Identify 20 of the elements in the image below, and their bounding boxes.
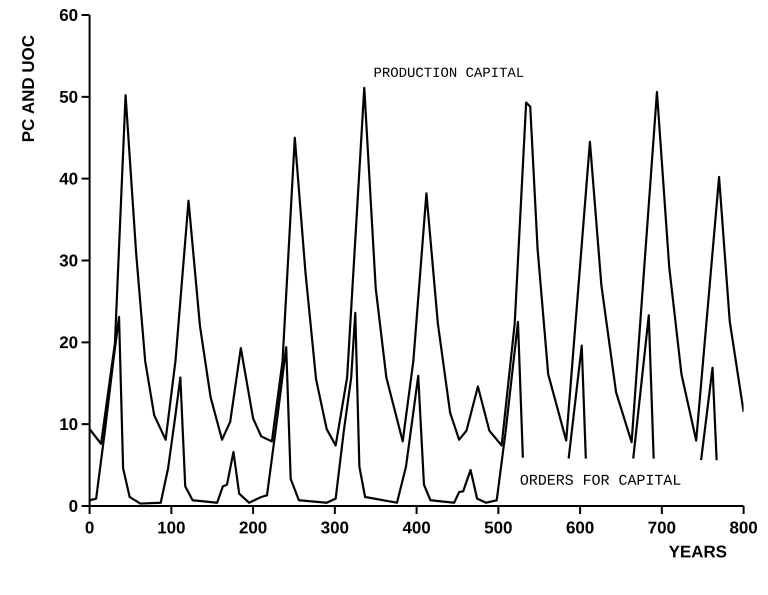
x-tick-label: 600	[566, 522, 594, 534]
y-tick-label: 60	[60, 9, 78, 21]
y-tick-label: 50	[60, 90, 78, 103]
y-axis-title: PC AND UOC	[22, 36, 34, 142]
x-tick-label: 200	[240, 522, 267, 534]
y-tick-label: 0	[69, 500, 78, 512]
y-tick-label: 10	[60, 418, 78, 430]
x-tick-label: 800	[730, 522, 758, 534]
x-tick-label: 500	[484, 522, 512, 534]
x-axis-title: YEARS	[668, 546, 726, 558]
x-tick-label: 100	[158, 522, 185, 534]
y-tick-label: 30	[60, 254, 78, 267]
x-tick-label: 0	[86, 522, 94, 534]
series-label: ORDERS FOR CAPITAL	[520, 474, 680, 485]
x-tick-label: 300	[321, 522, 348, 534]
series-label: PRODUCTION CAPITAL	[374, 68, 524, 78]
y-tick-label: 40	[59, 172, 78, 185]
x-tick-label: 700	[648, 522, 676, 534]
x-tick-label: 400	[402, 522, 430, 534]
y-tick-label: 20	[60, 336, 78, 348]
